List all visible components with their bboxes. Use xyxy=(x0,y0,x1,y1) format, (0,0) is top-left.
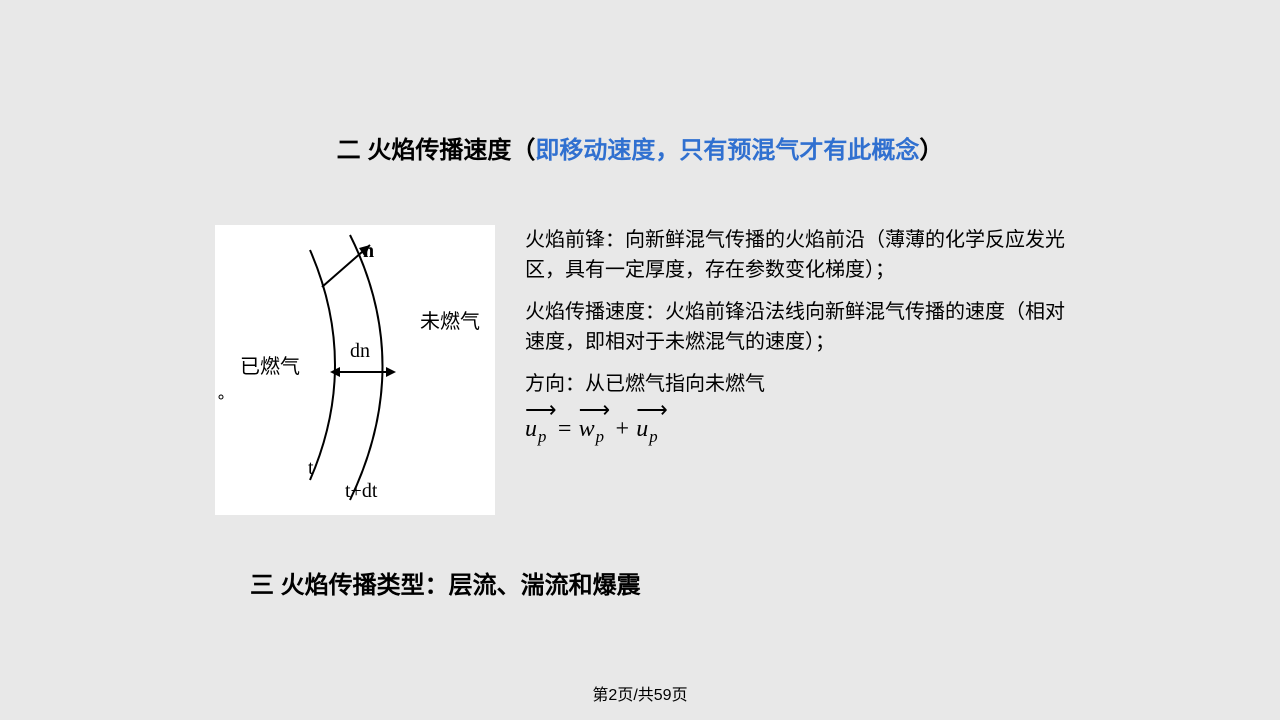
label-unburned: 未燃气 xyxy=(420,305,480,334)
equals-sign: = xyxy=(556,416,578,442)
arrow-icon: ⟶ xyxy=(525,393,546,426)
section-three-title: 三 火焰传播类型：层流、湍流和爆震 xyxy=(250,565,1080,600)
origin-point xyxy=(219,395,223,399)
title-prefix: 二 火焰传播速度（ xyxy=(337,137,536,164)
title-highlight: 即移动速度，只有预混气才有此概念 xyxy=(535,137,919,164)
paragraph-2: 火焰传播速度：火焰前锋沿法线向新鲜混气传播的速度（相对速度，即相对于未燃混气的速… xyxy=(525,297,1080,357)
vec-wp: ⟶ wp xyxy=(579,411,604,449)
section-title: 二 火焰传播速度（即移动速度，只有预混气才有此概念） xyxy=(200,130,1080,165)
vec-up-left: ⟶ up xyxy=(525,411,546,449)
arc-inner xyxy=(310,250,335,480)
arrow-icon: ⟶ xyxy=(579,393,604,426)
arrow-icon: ⟶ xyxy=(636,393,657,426)
label-t: t xyxy=(308,457,314,480)
title-suffix: ） xyxy=(919,137,943,164)
label-burned: 已燃气 xyxy=(240,350,300,379)
dn-arrow-right xyxy=(386,367,396,377)
page-number: 第2页/共59页 xyxy=(0,681,1280,705)
paragraph-3: 方向：从已燃气指向未燃气 xyxy=(525,369,1080,399)
text-column: 火焰前锋：向新鲜混气传播的火焰前沿（薄薄的化学反应发光区，具有一定厚度，存在参数… xyxy=(525,225,1080,515)
main-content-row: n 未燃气 已燃气 dn t t+dt 火焰前锋：向新鲜混气传播的火焰前沿（薄薄… xyxy=(200,225,1080,515)
slide-content: 二 火焰传播速度（即移动速度，只有预混气才有此概念） n 未燃气 已燃气 xyxy=(200,130,1080,600)
label-tdt: t+dt xyxy=(345,480,377,503)
vec-up-right: ⟶ up xyxy=(636,411,657,449)
plus-sign: + xyxy=(614,416,636,442)
paragraph-1: 火焰前锋：向新鲜混气传播的火焰前沿（薄薄的化学反应发光区，具有一定厚度，存在参数… xyxy=(525,225,1080,285)
vector-equation: ⟶ up = ⟶ wp + ⟶ up xyxy=(525,411,1080,449)
label-n: n xyxy=(363,240,374,263)
flame-diagram: n 未燃气 已燃气 dn t t+dt xyxy=(215,225,495,515)
label-dn: dn xyxy=(350,340,370,363)
arc-outer xyxy=(350,235,383,500)
